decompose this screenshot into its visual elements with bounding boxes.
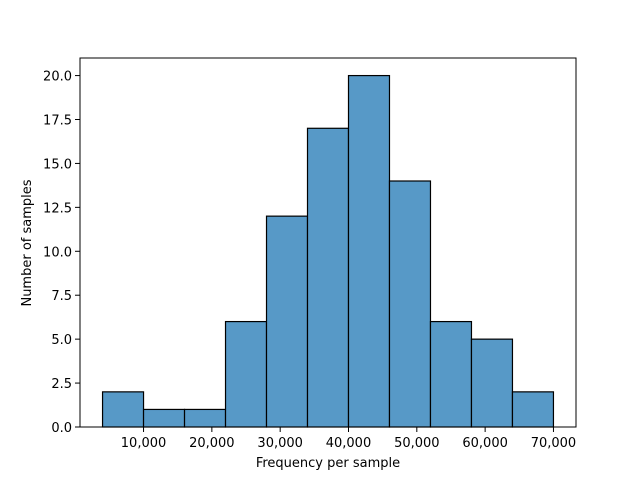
histogram-bar-7 [388, 180, 432, 428]
x-tick-label: 60,000 [462, 436, 508, 451]
y-tick-label: 5.0 [51, 333, 72, 348]
histogram-bar-3 [224, 320, 268, 428]
y-tick-label: 10.0 [43, 245, 72, 260]
x-tick-label: 40,000 [326, 436, 372, 451]
histogram-bar-0 [101, 391, 145, 428]
histogram-bar-1 [142, 408, 186, 428]
x-tick-label: 10,000 [121, 436, 167, 451]
y-tick-label: 12.5 [43, 201, 72, 216]
histogram-bar-2 [183, 408, 227, 428]
histogram-bar-9 [470, 338, 514, 428]
histogram-bar-4 [265, 215, 309, 428]
bars-layer [101, 74, 555, 428]
histogram-bar-5 [306, 127, 350, 428]
histogram-bar-10 [511, 391, 555, 428]
y-tick-label: 2.5 [51, 377, 72, 392]
x-tick-label: 50,000 [394, 436, 440, 451]
y-axis-label: Number of samples [20, 179, 35, 306]
y-tick-label: 0.0 [51, 421, 72, 436]
y-tick-label: 17.5 [43, 114, 72, 129]
y-tick-label: 15.0 [43, 157, 72, 172]
axes-layer: 10,000 20,000 30,000 40,000 50,000 60,000 70,0… [43, 57, 577, 451]
x-tick-label: 70,000 [531, 436, 577, 451]
y-tick-label: 7.5 [51, 289, 72, 304]
x-axis-label: Frequency per sample [256, 456, 400, 471]
y-tick-label: 20.0 [43, 70, 72, 85]
plot-frame [79, 57, 577, 428]
histogram-bar-8 [429, 320, 473, 428]
x-tick-label: 20,000 [189, 436, 235, 451]
x-tick-label: 30,000 [257, 436, 303, 451]
histogram-bar-6 [347, 74, 391, 428]
